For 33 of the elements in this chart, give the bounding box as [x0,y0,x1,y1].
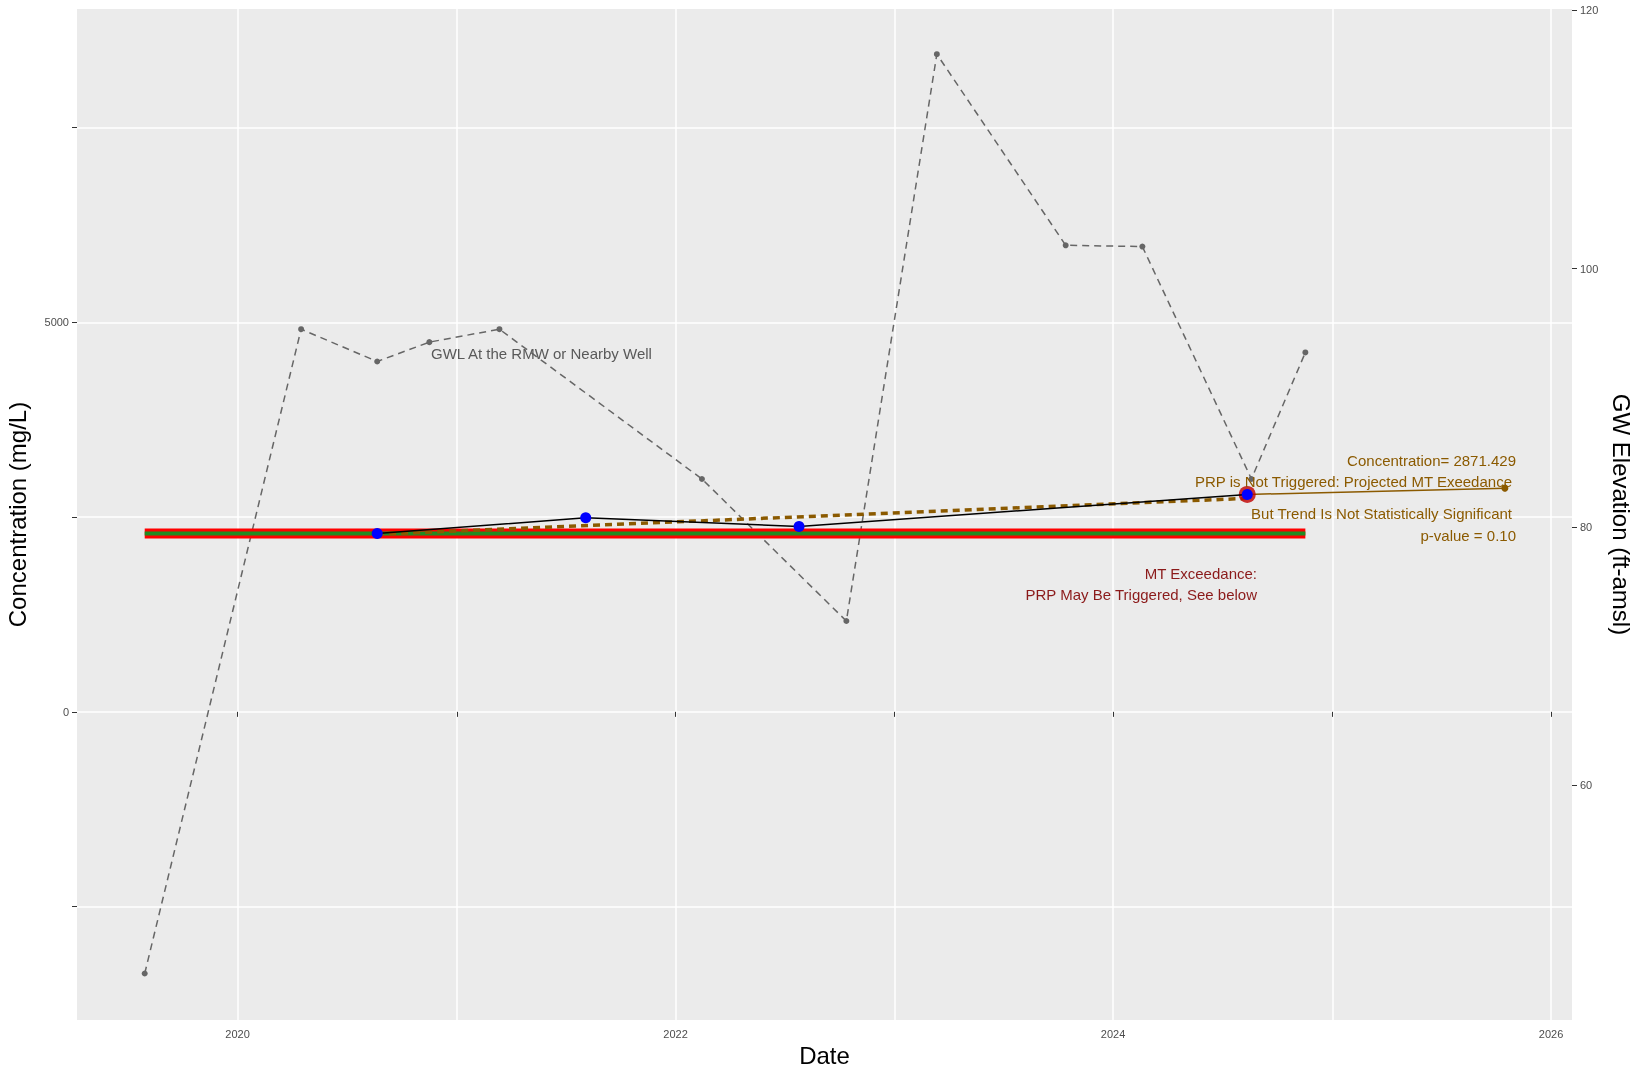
annotation: p-value = 0.10 [1420,526,1516,544]
annotation: Concentration= 2871.429 [1347,451,1516,469]
y-tick-label: 5000 [44,316,69,329]
y2-tick-label: 80 [1580,520,1593,533]
y2-tick-label: 120 [1580,4,1599,17]
annotation: PRP is Not Triggered: Projected MT Exeedance [1194,472,1512,490]
point [843,618,850,625]
annotation: GWL At the RMW or Nearby Well [431,344,652,362]
y-tick-label: 0 [62,705,69,718]
point [426,339,433,346]
x-tick-label: 2022 [663,1027,688,1040]
x-tick-label: 2024 [1100,1027,1126,1040]
x-tick-label: 2020 [225,1027,250,1040]
point [1302,349,1309,356]
point [793,520,805,532]
point [371,527,383,539]
point [298,326,305,333]
y2-tick-label: 100 [1580,262,1599,275]
point [933,51,940,58]
point [698,475,705,482]
point [1139,243,1146,250]
x-axis-title: Date [799,1042,850,1070]
y2-axis-title: GW Elevation (ft-amsl) [1607,393,1635,636]
y2-tick-label: 60 [1580,779,1593,791]
point [374,358,381,365]
point [496,326,503,333]
x-tick-label: 2026 [1538,1027,1564,1040]
annotation: But Trend Is Not Statistically Significant [1251,504,1513,522]
annotation: PRP May Be Triggered, See below [1025,585,1258,603]
point [580,512,592,524]
annotation: MT Exceedance: [1144,564,1257,582]
y-axis-title: Concentration (mg/L) [3,401,31,628]
point [1062,242,1069,249]
